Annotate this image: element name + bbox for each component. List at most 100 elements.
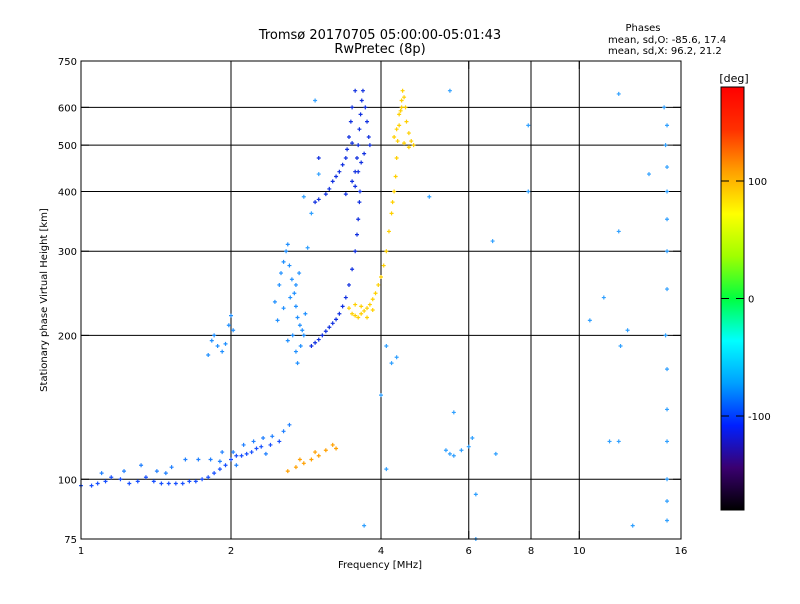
stats-o-mode: mean, sd,O: -85.6, 17.4: [608, 35, 726, 46]
data-point: [313, 200, 318, 205]
data-point: [526, 123, 531, 128]
data-point: [493, 451, 498, 456]
data-point: [359, 311, 364, 316]
data-point: [270, 434, 275, 439]
colorbar-tick-label: 0: [748, 295, 754, 306]
data-point: [109, 475, 114, 480]
data-point: [384, 249, 389, 254]
data-point: [287, 422, 292, 427]
data-point: [209, 338, 214, 343]
data-point: [313, 450, 318, 455]
data-point: [277, 282, 282, 287]
data-point: [360, 88, 365, 93]
data-point: [239, 453, 244, 458]
colorbar-tick-label: -100: [748, 412, 771, 423]
data-point: [358, 112, 363, 117]
data-point: [353, 249, 358, 254]
data-point: [231, 328, 236, 333]
data-point: [212, 333, 217, 338]
data-point: [251, 439, 256, 444]
data-point: [409, 139, 414, 144]
data-point: [151, 479, 156, 484]
data-point: [354, 156, 359, 161]
data-point: [290, 333, 295, 338]
data-point: [277, 439, 282, 444]
data-point: [309, 211, 314, 216]
data-point: [343, 192, 348, 197]
data-point: [327, 325, 332, 330]
y-tick-label: 600: [58, 103, 77, 114]
data-point: [348, 119, 353, 124]
y-tick-label: 500: [58, 141, 77, 152]
data-point: [229, 313, 233, 318]
data-point: [394, 127, 399, 132]
data-point: [397, 123, 402, 128]
data-point: [263, 451, 268, 456]
data-point: [200, 477, 205, 482]
data-point: [159, 481, 164, 486]
data-point: [281, 259, 286, 264]
data-point: [443, 448, 448, 453]
y-axis-label: Stationary phase Virtual Height [km]: [39, 208, 50, 392]
x-tick-label: 8: [528, 546, 534, 557]
data-point: [337, 311, 342, 316]
data-point: [301, 461, 306, 466]
data-point: [285, 469, 290, 474]
data-point: [447, 88, 452, 93]
data-point: [143, 475, 148, 480]
data-point: [373, 291, 378, 296]
data-point: [301, 194, 306, 199]
data-point: [343, 295, 348, 300]
data-point: [402, 95, 407, 100]
data-point: [392, 135, 397, 140]
data-point: [350, 105, 355, 110]
data-point: [316, 172, 321, 177]
data-point: [406, 131, 411, 136]
data-point: [330, 442, 335, 447]
y-tick-label: 300: [58, 247, 77, 258]
data-point: [392, 189, 397, 194]
data-point: [173, 481, 178, 486]
data-point: [394, 355, 399, 360]
data-point: [208, 457, 213, 462]
data-point: [139, 463, 144, 468]
x-tick-label: 10: [573, 546, 586, 557]
data-point: [451, 453, 456, 458]
data-point: [665, 189, 670, 194]
data-point: [295, 361, 300, 366]
data-point: [365, 306, 370, 311]
data-point: [466, 444, 471, 449]
data-point: [313, 340, 318, 345]
x-tick-label: 4: [378, 546, 384, 557]
data-point: [215, 344, 220, 349]
data-point: [357, 200, 362, 205]
data-point: [398, 108, 403, 113]
x-tick-label: 6: [466, 546, 472, 557]
data-point: [316, 453, 321, 458]
x-tick-label: 2: [228, 546, 234, 557]
data-point: [298, 344, 303, 349]
data-point: [587, 318, 592, 323]
data-point: [323, 448, 328, 453]
data-point: [359, 160, 364, 165]
data-point: [231, 450, 236, 455]
y-tick-label: 400: [58, 187, 77, 198]
data-point: [403, 105, 408, 110]
y-tick-label: 100: [58, 475, 77, 486]
x-axis-label: Frequency [MHz]: [338, 560, 422, 571]
data-point: [334, 174, 339, 179]
data-point: [362, 308, 367, 313]
data-point: [665, 249, 670, 254]
data-point: [470, 435, 475, 440]
data-point: [268, 442, 273, 447]
data-point: [220, 450, 225, 455]
data-point: [303, 311, 308, 316]
data-point: [350, 141, 355, 146]
data-point: [309, 457, 314, 462]
data-point: [665, 518, 670, 523]
data-point: [389, 361, 394, 366]
data-point: [665, 123, 670, 128]
data-point: [284, 249, 289, 254]
data-point: [394, 156, 399, 161]
